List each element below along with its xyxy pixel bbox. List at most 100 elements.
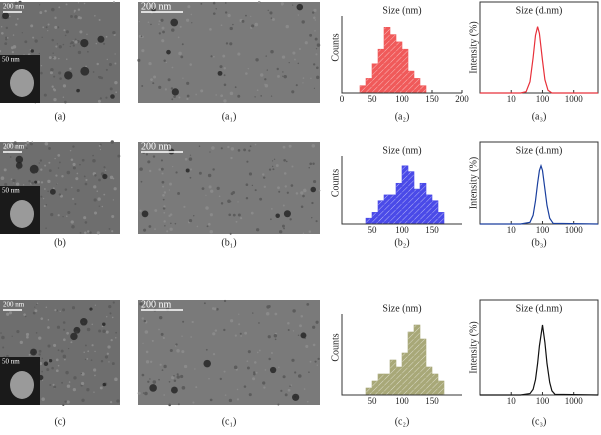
panel-label: (a)	[54, 111, 65, 122]
texture	[309, 360, 312, 363]
texture	[59, 310, 61, 313]
texture	[47, 179, 51, 184]
micrograph	[138, 142, 320, 234]
texture	[228, 213, 232, 217]
inset-particle	[10, 69, 34, 97]
texture	[64, 34, 67, 37]
texture	[270, 207, 273, 210]
texture	[141, 373, 145, 377]
texture	[181, 350, 185, 354]
texture	[91, 323, 94, 326]
texture	[73, 376, 77, 380]
texture	[62, 216, 64, 218]
texture	[259, 197, 263, 201]
texture	[38, 349, 42, 353]
texture	[183, 205, 186, 208]
texture	[233, 365, 238, 370]
texture	[192, 401, 195, 404]
texture	[79, 30, 83, 34]
texture	[44, 164, 47, 167]
texture	[70, 15, 73, 18]
texture	[201, 187, 205, 191]
texture	[178, 96, 181, 99]
texture	[263, 185, 267, 189]
texture	[65, 30, 69, 34]
texture	[274, 338, 277, 341]
texture	[189, 154, 192, 156]
texture	[158, 315, 163, 320]
texture	[92, 154, 94, 157]
bar	[407, 70, 415, 94]
texture	[141, 84, 144, 87]
texture	[169, 227, 173, 231]
micrograph	[138, 300, 320, 405]
texture	[230, 147, 235, 151]
texture	[12, 34, 15, 36]
inset-particle	[10, 200, 34, 228]
texture	[175, 171, 178, 174]
texture	[282, 375, 286, 379]
texture	[158, 85, 162, 89]
texture	[138, 20, 140, 23]
texture	[163, 191, 167, 194]
texture	[65, 3, 68, 6]
texture	[237, 213, 241, 217]
texture	[100, 359, 104, 363]
texture	[248, 149, 251, 152]
texture	[84, 221, 88, 224]
texture	[182, 320, 185, 323]
texture	[198, 145, 201, 148]
texture	[47, 326, 50, 329]
texture	[181, 335, 183, 337]
texture	[180, 374, 184, 379]
x-tick-label: 150	[425, 225, 439, 235]
texture	[207, 173, 212, 178]
texture	[263, 176, 266, 179]
texture	[288, 144, 292, 148]
texture	[86, 358, 89, 360]
texture	[303, 188, 307, 193]
texture	[300, 191, 304, 195]
texture	[84, 231, 87, 234]
texture	[245, 72, 248, 75]
texture	[287, 388, 291, 392]
texture	[46, 368, 50, 372]
axes	[341, 156, 462, 225]
texture	[274, 312, 278, 316]
texture	[72, 44, 75, 47]
texture	[309, 162, 313, 166]
texture	[288, 62, 290, 64]
texture	[111, 362, 115, 366]
texture	[66, 58, 68, 61]
texture	[142, 342, 144, 345]
texture	[188, 218, 193, 223]
texture	[109, 87, 113, 91]
bar	[371, 63, 379, 94]
texture	[248, 393, 252, 397]
texture	[247, 67, 250, 70]
texture	[94, 374, 96, 377]
texture	[273, 158, 276, 160]
texture	[19, 340, 23, 345]
texture	[55, 45, 58, 48]
texture	[141, 317, 145, 320]
texture	[77, 8, 81, 11]
y-axis-label: Intensity (%)	[468, 157, 479, 210]
texture	[145, 153, 149, 156]
scale-label: 200 nm	[3, 143, 25, 151]
texture	[50, 67, 54, 72]
texture	[94, 174, 97, 177]
x-tick-label: 10	[507, 94, 517, 104]
plot-frame	[479, 1, 599, 94]
texture	[264, 83, 266, 86]
texture	[189, 176, 192, 179]
texture	[24, 40, 28, 44]
particle	[300, 332, 307, 339]
particle	[151, 7, 156, 13]
texture	[163, 364, 167, 369]
texture	[47, 344, 51, 348]
texture	[185, 18, 190, 22]
texture	[49, 383, 52, 386]
texture	[57, 167, 60, 169]
